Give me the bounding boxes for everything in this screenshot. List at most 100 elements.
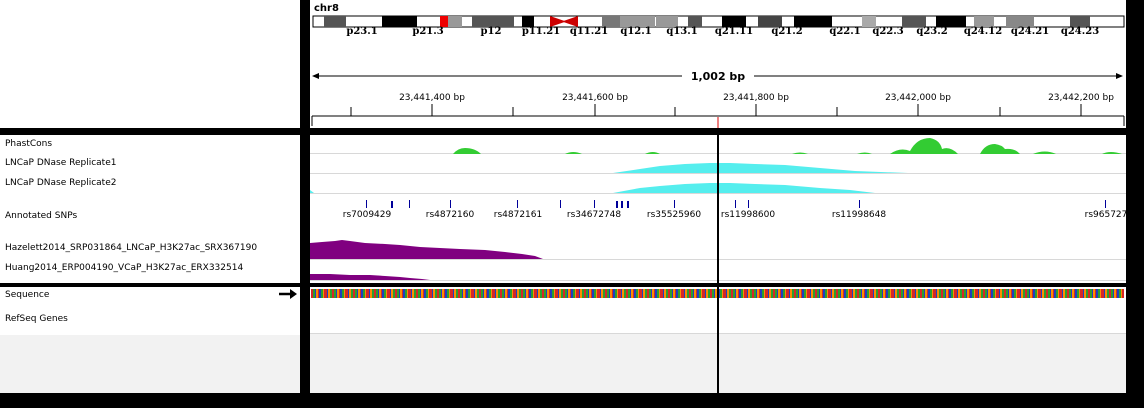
tick-label: 23,442,200 bp xyxy=(1048,93,1114,103)
dnase2-signal xyxy=(310,183,875,193)
span-label: 1,002 bp xyxy=(690,70,746,83)
snp-label[interactable]: rs34672748 xyxy=(566,210,622,220)
snp-label[interactable]: rs11998600 xyxy=(720,210,776,220)
band-1 xyxy=(324,16,346,27)
track-name-huang[interactable]: Huang2014_ERP004190_VCaP_H3K27ac_ERX3325… xyxy=(5,263,244,273)
tick-label: 23,441,800 bp xyxy=(723,93,789,103)
band-12 xyxy=(758,16,782,27)
span-arrow-left xyxy=(312,73,319,79)
track-name-dnase1[interactable]: LNCaP DNase Replicate1 xyxy=(5,158,117,168)
snp-label[interactable]: rs35525960 xyxy=(646,210,702,220)
band-4 xyxy=(448,16,462,27)
ruler[interactable] xyxy=(310,0,1126,128)
band-5 xyxy=(472,16,514,27)
band-label: q24.21 xyxy=(1010,26,1050,37)
band-label: q12.1 xyxy=(620,26,652,37)
band-3 xyxy=(440,16,448,27)
snp-tick xyxy=(450,200,451,208)
snp-tick xyxy=(748,200,749,208)
snp-tick xyxy=(391,201,393,208)
track-name-phastcons[interactable]: PhastCons xyxy=(5,139,53,149)
band-9 xyxy=(656,16,678,27)
track-name-snps[interactable]: Annotated SNPs xyxy=(5,211,78,221)
band-label: q21.11 xyxy=(714,26,754,37)
phastcons-signal xyxy=(453,148,481,154)
dnase1-signal xyxy=(613,163,908,173)
snp-tick xyxy=(366,200,367,208)
snp-tick xyxy=(735,200,736,208)
snp-tick xyxy=(1105,200,1106,208)
tick-label: 23,441,400 bp xyxy=(399,93,465,103)
snp-label[interactable]: rs4872160 xyxy=(425,210,475,220)
centromere-right xyxy=(562,16,578,27)
band-label: p12 xyxy=(480,26,502,37)
band-2 xyxy=(382,16,417,27)
hazelett-signal xyxy=(310,240,543,259)
track-plots xyxy=(310,138,1122,280)
band-14 xyxy=(862,16,876,27)
center-cursor-line xyxy=(717,135,719,393)
band-19 xyxy=(1070,16,1090,27)
chromosome-ideogram[interactable] xyxy=(310,14,1126,44)
phastcons-signal xyxy=(645,152,660,154)
band-label: q24.23 xyxy=(1060,26,1100,37)
huang-signal xyxy=(310,274,430,280)
band-label: q24.12 xyxy=(963,26,1003,37)
tick-label: 23,442,000 bp xyxy=(885,93,951,103)
band-label: q11.21 xyxy=(569,26,609,37)
band-label: p23.1 xyxy=(346,26,378,37)
phastcons-signal xyxy=(792,152,808,154)
span-arrow-right xyxy=(1116,73,1123,79)
centromere-left xyxy=(550,16,566,27)
tick-label: 23,441,600 bp xyxy=(562,93,628,103)
band-15 xyxy=(902,16,926,27)
phastcons-signal xyxy=(890,138,958,154)
band-label: q22.3 xyxy=(872,26,904,37)
phastcons-signal xyxy=(980,144,1020,154)
header-left-panel xyxy=(0,0,300,128)
phastcons-signal xyxy=(1102,152,1122,154)
track-name-dnase2[interactable]: LNCaP DNase Replicate2 xyxy=(5,178,117,188)
snp-tick xyxy=(594,200,595,208)
snp-label[interactable]: rs965727 xyxy=(1084,210,1126,220)
panel-footer-shade xyxy=(0,335,300,393)
data-panel-names: PhastCons LNCaP DNase Replicate1 LNCaP D… xyxy=(0,135,300,283)
snp-tick xyxy=(621,201,623,208)
strand-arrow-icon[interactable] xyxy=(278,288,298,300)
band-11 xyxy=(722,16,746,27)
snp-tick xyxy=(409,200,410,208)
snp-tick xyxy=(517,200,518,208)
chromosome-name[interactable]: chr8 xyxy=(314,3,339,14)
snp-tick xyxy=(560,200,561,208)
band-8 xyxy=(620,16,655,27)
band-label: p11.21 xyxy=(521,26,561,37)
band-6 xyxy=(522,16,534,27)
feature-panel-names: Sequence RefSeq Genes xyxy=(0,287,300,393)
band-label: q22.1 xyxy=(829,26,861,37)
band-label: q23.2 xyxy=(916,26,948,37)
phastcons-signal xyxy=(565,152,582,154)
snp-label[interactable]: rs4872161 xyxy=(493,210,543,220)
header-right-panel: chr8 p23.1 p21.3 p12 p11.21 q11.21 q12.1… xyxy=(310,0,1126,128)
band-18 xyxy=(1006,16,1034,27)
snp-tick xyxy=(859,200,860,208)
band-label: p21.3 xyxy=(412,26,444,37)
band-7 xyxy=(602,16,620,27)
snp-label[interactable]: rs11998648 xyxy=(831,210,887,220)
band-17 xyxy=(974,16,994,27)
band-label: q21.2 xyxy=(771,26,803,37)
snp-tick xyxy=(674,200,675,208)
band-10 xyxy=(688,16,702,27)
band-label: q13.1 xyxy=(666,26,698,37)
phastcons-signal xyxy=(857,152,872,154)
ideogram-outline xyxy=(312,15,1125,28)
snp-marks xyxy=(366,200,1106,208)
snp-tick xyxy=(616,201,618,208)
track-name-sequence[interactable]: Sequence xyxy=(5,290,50,300)
track-name-refseq[interactable]: RefSeq Genes xyxy=(5,314,68,324)
snp-tick xyxy=(627,201,629,208)
phastcons-signal xyxy=(1033,151,1056,154)
track-name-hazelett[interactable]: Hazelett2014_SRP031864_LNCaP_H3K27ac_SRX… xyxy=(5,243,258,253)
snp-label[interactable]: rs7009429 xyxy=(342,210,392,220)
band-13 xyxy=(794,16,832,27)
